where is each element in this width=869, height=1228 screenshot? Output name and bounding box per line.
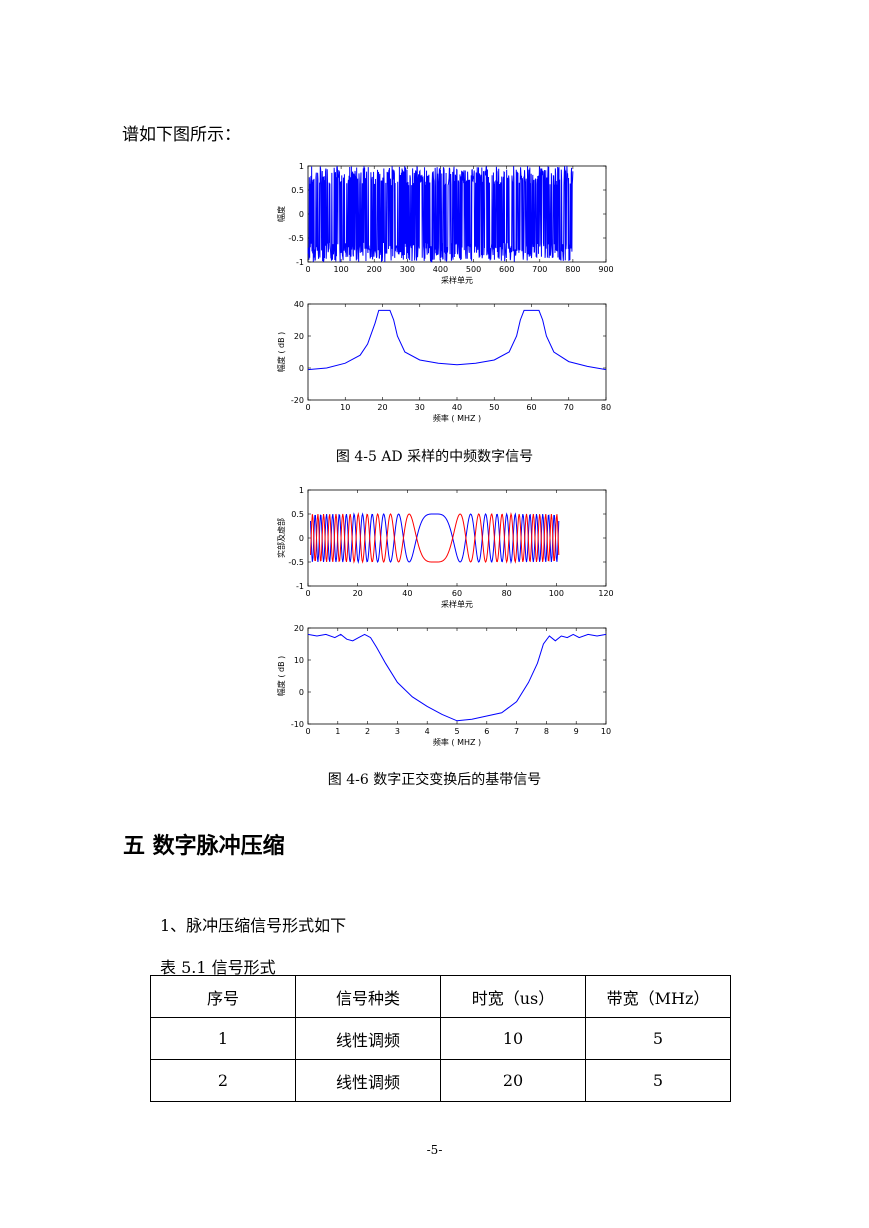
y-axis-label: 实部及虚部 — [276, 518, 286, 558]
y-tick-label: -1 — [296, 258, 304, 267]
y-tick-label: 0.5 — [291, 186, 304, 195]
x-tick-label: 10 — [601, 727, 611, 736]
x-tick-label: 4 — [425, 727, 430, 736]
header-cell: 带宽（MHz） — [585, 975, 731, 1018]
y-tick-label: -10 — [291, 720, 304, 729]
y-tick-label: 1 — [299, 486, 304, 495]
table-cell: 10 — [440, 1017, 586, 1060]
y-tick-label: -20 — [291, 396, 304, 405]
figure-4-6-caption: 图 4-6 数字正交变换后的基带信号 — [327, 772, 542, 788]
x-tick-label: 200 — [367, 265, 382, 274]
y-tick-label: 0 — [299, 364, 304, 373]
signal-table: 序号 信号种类 时宽（us） 带宽（MHz） 1 线性调频 10 5 2 线性调… — [150, 975, 731, 1102]
x-tick-label: 0 — [305, 403, 310, 412]
y-tick-label: 20 — [294, 624, 304, 633]
x-tick-label: 900 — [598, 265, 613, 274]
fig45-top-plot: 0 100 200 300 400 500 600 700 800 900 -1 -0.5 0 0.5 1 采… — [262, 158, 622, 292]
y-axis-label: 幅度 — [276, 206, 286, 222]
imag-part-line — [309, 512, 560, 564]
y-tick-label: 0 — [299, 534, 304, 543]
x-tick-label: 700 — [532, 265, 547, 274]
table-cell: 线性调频 — [295, 1059, 441, 1102]
x-tick-label: 600 — [499, 265, 514, 274]
table-cell: 2 — [150, 1059, 296, 1102]
x-tick-label: 0 — [305, 727, 310, 736]
header-cell: 信号种类 — [295, 975, 441, 1018]
table-cell: 线性调频 — [295, 1017, 441, 1060]
x-tick-label: 80 — [601, 403, 611, 412]
x-tick-label: 3 — [395, 727, 400, 736]
table-cell: 1 — [150, 1017, 296, 1060]
table-cell: 5 — [585, 1017, 731, 1060]
x-axis-label: 频率 ( MHZ ) — [433, 737, 481, 747]
page-number: -5- — [426, 1143, 443, 1157]
fig46-top-plot: 0 20 40 60 80 100 120 -1 -0.5 0 0.5 1 采样单元 实部及虚部 — [262, 482, 622, 616]
intro-text: 谱如下图所示： — [122, 125, 241, 145]
y-tick-label: 40 — [294, 300, 304, 309]
x-tick-label: 500 — [466, 265, 481, 274]
y-tick-label: 1 — [299, 162, 304, 171]
y-tick-label: -1 — [296, 582, 304, 591]
table-cell: 5 — [585, 1059, 731, 1102]
x-axis-label: 采样单元 — [441, 599, 473, 609]
table-header-row: 序号 信号种类 时宽（us） 带宽（MHz） — [150, 975, 731, 1018]
x-tick-label: 7 — [514, 727, 519, 736]
table-caption: 表 5.1 信号形式 — [160, 958, 276, 977]
x-tick-label: 10 — [340, 403, 350, 412]
header-cell: 时宽（us） — [440, 975, 586, 1018]
fig45-bottom-plot: 0 10 20 30 40 50 60 70 80 -20 0 20 40 频率 ( MHZ ) 幅度 ( … — [262, 296, 622, 432]
x-tick-label: 70 — [564, 403, 574, 412]
x-tick-label: 60 — [526, 403, 536, 412]
x-tick-label: 80 — [502, 589, 512, 598]
x-tick-label: 50 — [489, 403, 499, 412]
y-axis-label: 幅度 ( dB ) — [276, 332, 286, 372]
x-tick-label: 60 — [452, 589, 462, 598]
x-tick-label: 0 — [305, 589, 310, 598]
header-cell: 序号 — [150, 975, 296, 1018]
figure-4-5-caption: 图 4-5 AD 采样的中频数字信号 — [335, 449, 534, 465]
x-tick-label: 2 — [365, 727, 370, 736]
y-tick-label: -0.5 — [288, 558, 304, 567]
table-row: 1 线性调频 10 5 — [150, 1017, 731, 1060]
x-tick-label: 9 — [574, 727, 579, 736]
x-tick-label: 400 — [433, 265, 448, 274]
table-cell: 20 — [440, 1059, 586, 1102]
x-tick-label: 40 — [452, 403, 462, 412]
sampled-signal-line — [307, 166, 574, 263]
x-tick-label: 6 — [484, 727, 489, 736]
x-tick-label: 5 — [454, 727, 459, 736]
x-tick-label: 100 — [549, 589, 564, 598]
subheading: 1、脉冲压缩信号形式如下 — [160, 916, 347, 935]
x-tick-label: 1 — [335, 727, 340, 736]
baseband-spectrum-line — [307, 633, 607, 722]
y-tick-label: -0.5 — [288, 234, 304, 243]
x-axis-label: 频率 ( MHZ ) — [433, 413, 481, 423]
y-tick-label: 10 — [294, 656, 304, 665]
x-tick-label: 40 — [402, 589, 412, 598]
plot-frame — [307, 627, 607, 725]
plot-frame — [307, 489, 607, 587]
spectrum-line — [307, 309, 607, 371]
x-tick-label: 300 — [400, 265, 415, 274]
x-tick-label: 20 — [353, 589, 363, 598]
y-tick-label: 0.5 — [291, 510, 304, 519]
y-tick-label: 0 — [299, 210, 304, 219]
x-tick-label: 8 — [544, 727, 549, 736]
x-axis-label: 采样单元 — [441, 275, 473, 285]
y-axis-label: 幅度 ( dB ) — [276, 656, 286, 696]
x-tick-label: 30 — [415, 403, 425, 412]
x-tick-label: 120 — [598, 589, 613, 598]
y-tick-label: 20 — [294, 332, 304, 341]
plot-frame — [307, 303, 607, 401]
y-tick-label: 0 — [299, 688, 304, 697]
x-tick-label: 100 — [333, 265, 348, 274]
section-heading: 五 数字脉冲压缩 — [123, 834, 285, 859]
x-tick-label: 0 — [305, 265, 310, 274]
table-row: 2 线性调频 20 5 — [150, 1059, 731, 1102]
x-tick-label: 20 — [377, 403, 387, 412]
x-tick-label: 800 — [565, 265, 580, 274]
fig46-bottom-plot: 0 1 2 3 4 5 6 7 8 9 10 -10 0 10 20 频率 ( MHZ ) 幅度 ( dB ) — [262, 620, 622, 756]
